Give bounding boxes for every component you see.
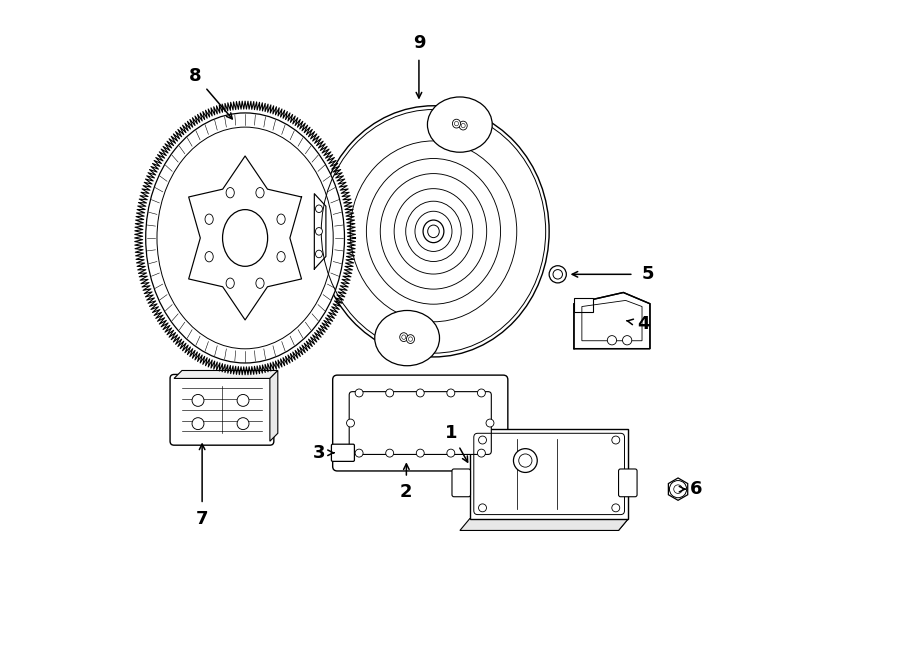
Polygon shape xyxy=(574,298,593,312)
Circle shape xyxy=(237,418,249,430)
Ellipse shape xyxy=(226,278,234,288)
Circle shape xyxy=(417,449,424,457)
Text: 2: 2 xyxy=(400,483,412,502)
Text: 7: 7 xyxy=(196,510,209,528)
Ellipse shape xyxy=(316,205,322,212)
Circle shape xyxy=(608,336,616,345)
Ellipse shape xyxy=(205,252,213,262)
Text: 6: 6 xyxy=(689,480,702,498)
Ellipse shape xyxy=(374,311,439,366)
Polygon shape xyxy=(618,430,628,530)
Text: 1: 1 xyxy=(446,424,457,442)
Text: 9: 9 xyxy=(413,34,425,52)
Circle shape xyxy=(346,419,355,427)
Circle shape xyxy=(612,436,620,444)
Text: 4: 4 xyxy=(637,315,650,333)
Circle shape xyxy=(192,395,204,407)
Ellipse shape xyxy=(316,250,322,258)
Circle shape xyxy=(518,454,532,467)
Polygon shape xyxy=(174,370,278,378)
Polygon shape xyxy=(270,370,278,442)
Circle shape xyxy=(477,449,485,457)
Ellipse shape xyxy=(400,332,408,342)
Circle shape xyxy=(477,389,485,397)
FancyBboxPatch shape xyxy=(618,469,637,497)
Ellipse shape xyxy=(428,97,492,152)
Circle shape xyxy=(356,449,363,457)
Circle shape xyxy=(514,449,537,473)
FancyBboxPatch shape xyxy=(349,391,491,455)
FancyBboxPatch shape xyxy=(452,469,471,497)
Polygon shape xyxy=(460,518,628,530)
Circle shape xyxy=(447,389,454,397)
Circle shape xyxy=(356,389,363,397)
Circle shape xyxy=(549,266,566,283)
Text: 8: 8 xyxy=(189,67,202,85)
Circle shape xyxy=(417,389,424,397)
Ellipse shape xyxy=(256,188,264,198)
FancyBboxPatch shape xyxy=(331,444,355,461)
Ellipse shape xyxy=(277,252,285,262)
Ellipse shape xyxy=(316,227,322,235)
Text: 3: 3 xyxy=(313,444,326,462)
Ellipse shape xyxy=(226,188,234,198)
Ellipse shape xyxy=(277,214,285,224)
Ellipse shape xyxy=(146,113,345,363)
Circle shape xyxy=(486,419,494,427)
Circle shape xyxy=(386,389,393,397)
Circle shape xyxy=(612,504,620,512)
Ellipse shape xyxy=(459,121,467,130)
Ellipse shape xyxy=(205,214,213,224)
Polygon shape xyxy=(669,478,688,500)
Circle shape xyxy=(386,449,393,457)
Ellipse shape xyxy=(453,119,461,128)
Circle shape xyxy=(479,504,487,512)
Circle shape xyxy=(447,449,454,457)
FancyBboxPatch shape xyxy=(333,375,508,471)
Circle shape xyxy=(623,336,632,345)
Circle shape xyxy=(237,395,249,407)
Circle shape xyxy=(479,436,487,444)
Ellipse shape xyxy=(222,210,267,266)
Circle shape xyxy=(192,418,204,430)
FancyBboxPatch shape xyxy=(170,374,274,446)
Polygon shape xyxy=(574,292,650,348)
Polygon shape xyxy=(470,430,628,518)
Ellipse shape xyxy=(428,225,439,237)
Ellipse shape xyxy=(407,334,415,344)
Ellipse shape xyxy=(256,278,264,288)
Text: 5: 5 xyxy=(642,265,654,284)
Ellipse shape xyxy=(318,106,549,357)
Ellipse shape xyxy=(423,220,444,243)
